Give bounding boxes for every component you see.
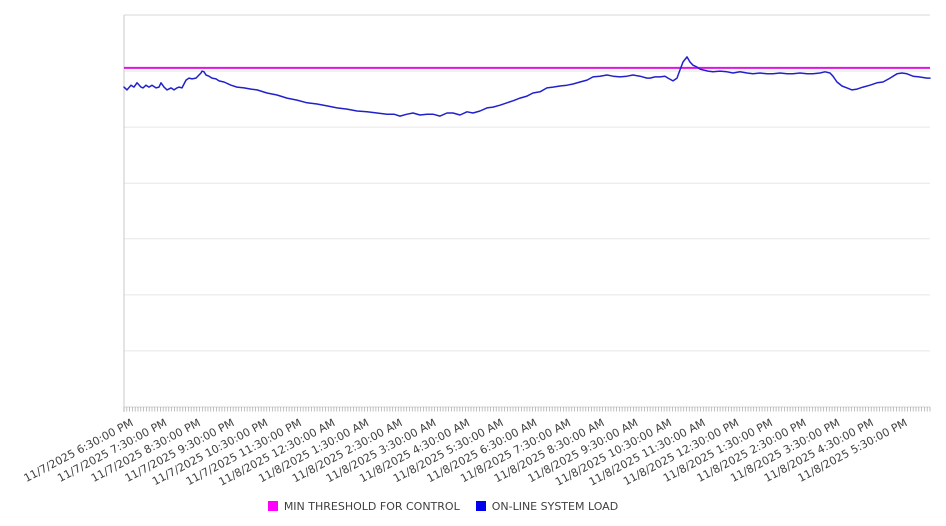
load-series-swatch-icon: [475, 501, 486, 511]
x-axis-ticks: [123, 407, 931, 412]
chart-legend: MIN THRESHOLD FOR CONTROL ON-LINE SYSTEM…: [0, 495, 916, 517]
legend-item-min-threshold[interactable]: MIN THRESHOLD FOR CONTROL: [267, 499, 460, 513]
load-series-line: [123, 56, 931, 117]
gridlines: [124, 14, 930, 408]
legend-label-system-load: ON-LINE SYSTEM LOAD: [491, 499, 619, 513]
legend-label-min-threshold: MIN THRESHOLD FOR CONTROL: [283, 499, 460, 513]
threshold-series-swatch-icon: [267, 501, 278, 511]
legend-item-system-load[interactable]: ON-LINE SYSTEM LOAD: [475, 499, 619, 513]
